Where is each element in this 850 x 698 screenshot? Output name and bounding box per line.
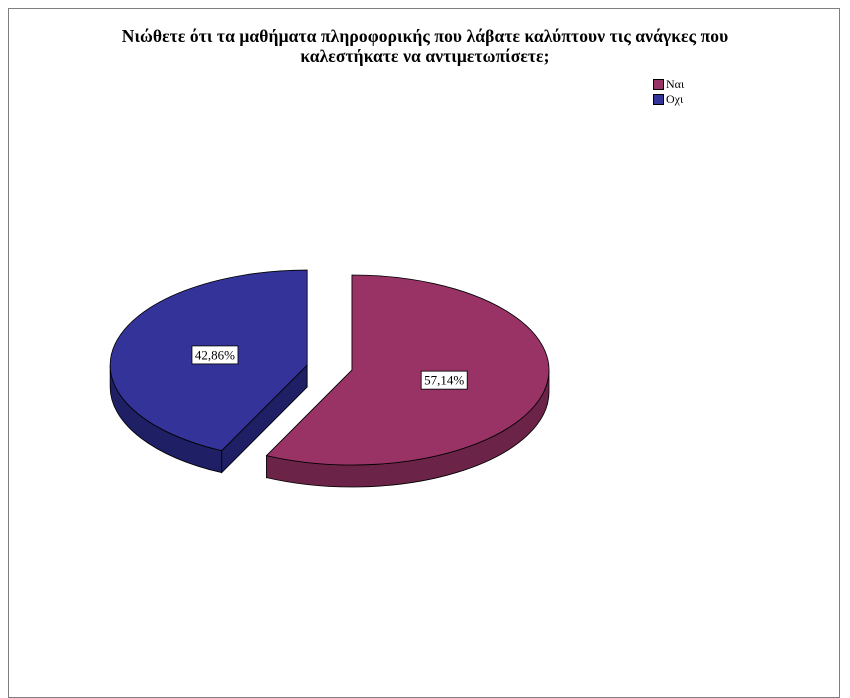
- chart-legend: Ναι Οχι: [653, 77, 684, 107]
- legend-swatch-ochi: [653, 94, 664, 105]
- chart-title-line-2: καλεστήκατε να αντιμετωπίσετε;: [300, 46, 550, 66]
- legend-item-nai: Ναι: [653, 77, 684, 92]
- legend-item-ochi: Οχι: [653, 92, 684, 107]
- pie-chart: 57,14% 42,86%: [109, 269, 550, 488]
- pie-slice-οχι: [109, 269, 308, 474]
- data-label-box-ναι: [420, 370, 468, 390]
- legend-swatch-nai: [653, 79, 664, 90]
- data-label-box-οχι: [191, 345, 239, 365]
- data-label-text-ναι: 57,14%: [424, 373, 464, 388]
- pie-slice-ναι-top: [265, 274, 550, 466]
- data-label-text-οχι: 42,86%: [195, 347, 235, 362]
- data-label-ναι: 57,14%: [420, 370, 468, 390]
- pie-slice-ναι: [265, 274, 550, 488]
- data-label-οχι: 42,86%: [191, 345, 239, 365]
- chart-title: Νιώθετε ότι τα μαθήματα πληροφορικής που…: [0, 26, 850, 66]
- legend-label-ochi: Οχι: [666, 92, 684, 106]
- chart-title-line-1: Νιώθετε ότι τα μαθήματα πληροφορικής που…: [121, 26, 729, 46]
- legend-label-nai: Ναι: [666, 77, 685, 91]
